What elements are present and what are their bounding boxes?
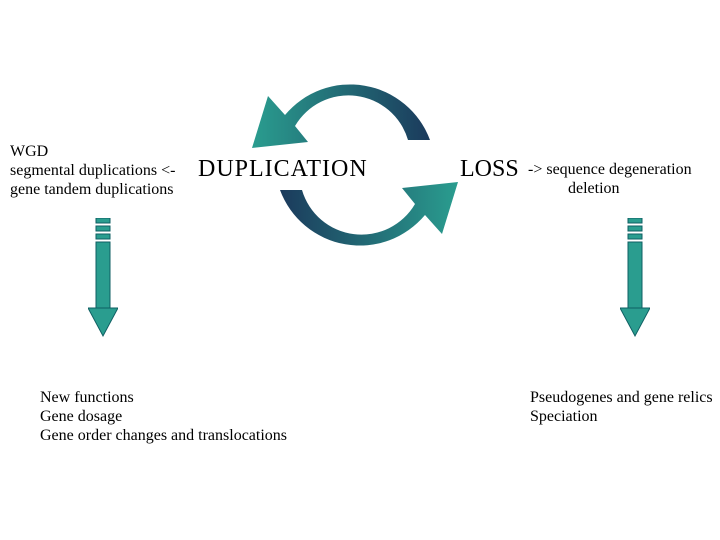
left-mechanisms-block: WGD segmental duplications <- gene tande…: [10, 142, 175, 200]
segmental-dup-label: segmental duplications <-: [10, 161, 175, 180]
sequence-degeneration-label: -> sequence degeneration: [528, 160, 692, 179]
down-arrow-right-icon: [620, 218, 650, 338]
wgd-label: WGD: [10, 142, 175, 161]
gene-dosage-label: Gene dosage: [40, 407, 287, 426]
right-outcomes-block: Pseudogenes and gene relics Speciation: [530, 388, 713, 426]
left-outcomes-block: New functions Gene dosage Gene order cha…: [40, 388, 287, 446]
deletion-label: deletion: [528, 179, 692, 198]
down-arrow-left-icon: [88, 218, 118, 338]
diagram-root: WGD segmental duplications <- gene tande…: [0, 0, 720, 540]
loss-heading: LOSS: [460, 156, 519, 183]
gene-order-label: Gene order changes and translocations: [40, 426, 287, 445]
pseudogenes-label: Pseudogenes and gene relics: [530, 388, 713, 407]
gene-tandem-dup-label: gene tandem duplications: [10, 180, 175, 199]
speciation-label: Speciation: [530, 407, 713, 426]
duplication-heading: DUPLICATION: [198, 156, 368, 183]
new-functions-label: New functions: [40, 388, 287, 407]
loss-detail-block: -> sequence degeneration deletion: [528, 160, 692, 198]
